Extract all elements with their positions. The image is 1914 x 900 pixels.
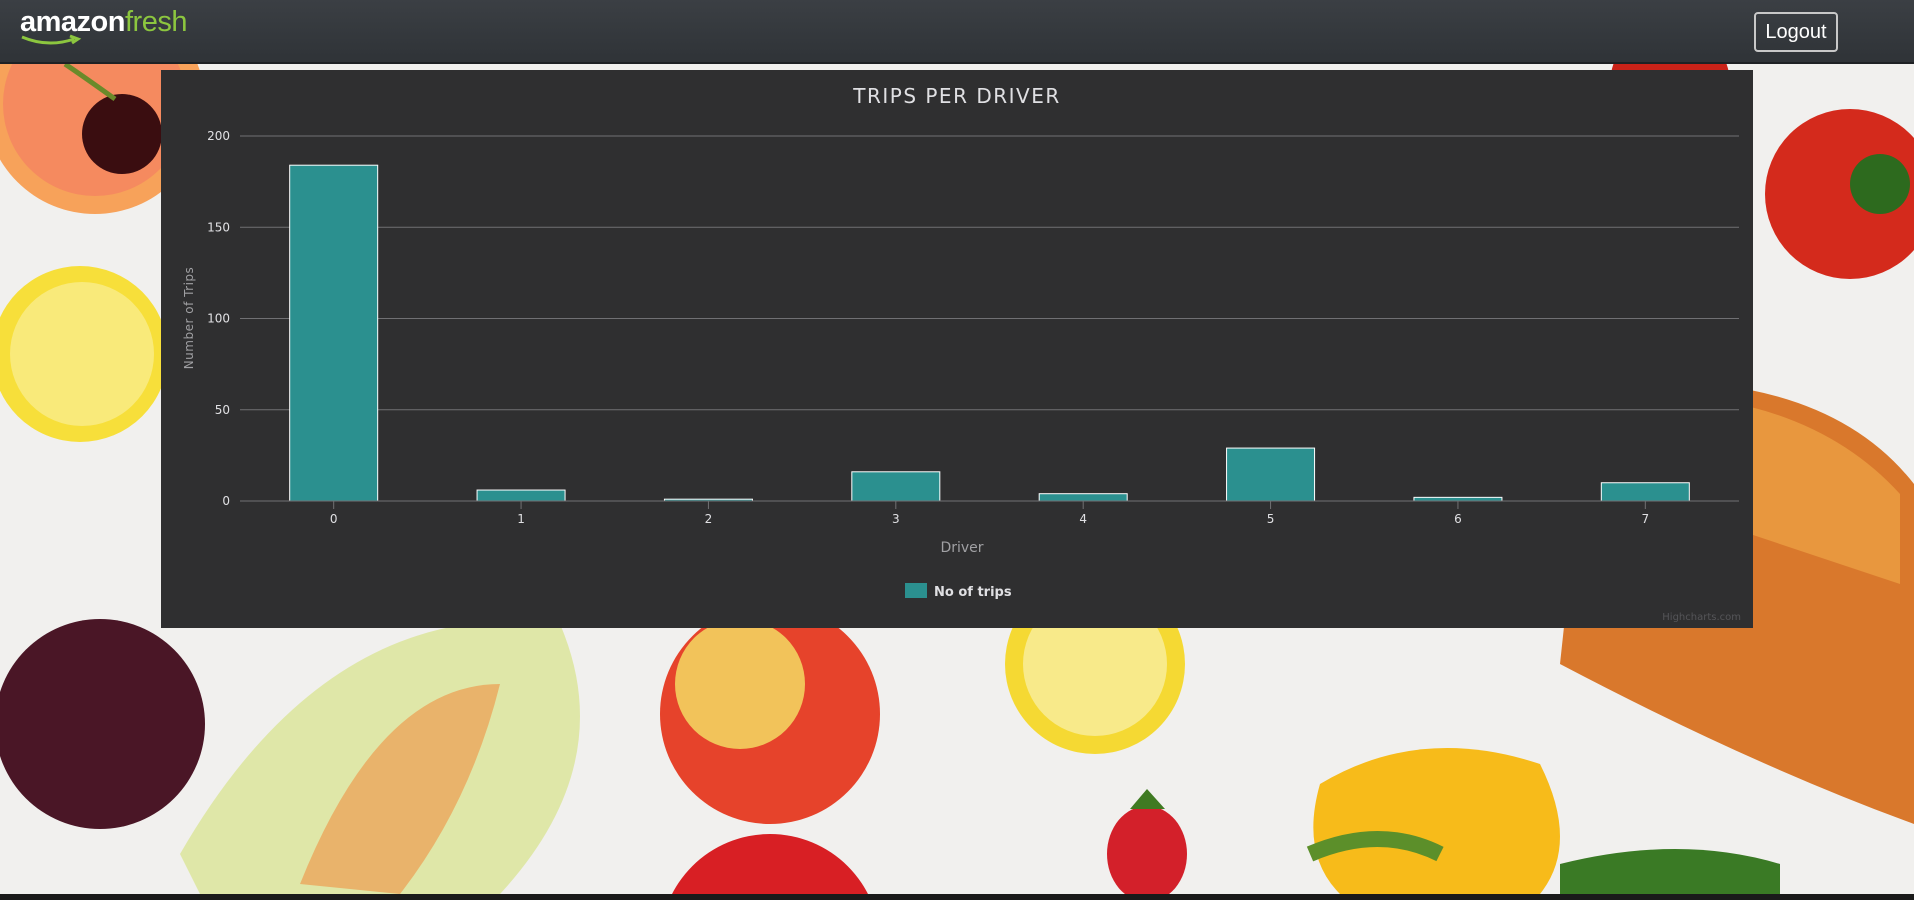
logout-button[interactable]: Logout — [1754, 12, 1838, 52]
bar-driver-0[interactable] — [289, 164, 379, 502]
bar-driver-5[interactable] — [1226, 447, 1316, 502]
x-axis-ticks: 0 1 2 3 4 5 6 7 — [240, 500, 1739, 526]
y-axis-label: Number of Trips — [182, 267, 196, 370]
x-tick-label: 4 — [1079, 512, 1087, 526]
chart-credit[interactable]: Highcharts.com — [1662, 612, 1741, 623]
y-tick-label: 200 — [207, 129, 230, 143]
logo-text-fresh: fresh — [124, 6, 187, 38]
x-tick-label: 0 — [330, 512, 338, 526]
logo-text-amazon: amazon — [20, 6, 125, 38]
bar-driver-7[interactable] — [1600, 482, 1690, 502]
y-axis-ticks: 0 50 100 150 200 — [207, 129, 230, 508]
amazon-smile-icon — [21, 34, 82, 45]
y-tick-label: 0 — [222, 494, 230, 508]
bar-driver-6[interactable] — [1413, 496, 1503, 502]
chart-svg: TRIPS PER DRIVER 0 50 100 150 200 0 1 2 3 4 5 6 7 N… — [182, 84, 1741, 623]
bars — [289, 164, 1690, 502]
chart-title: TRIPS PER DRIVER — [852, 84, 1061, 108]
amazonfresh-logo[interactable]: amazonfresh — [20, 6, 187, 50]
x-tick-label: 2 — [705, 512, 713, 526]
legend[interactable]: No of trips — [905, 583, 1012, 600]
x-tick-label: 1 — [517, 512, 525, 526]
y-tick-label: 50 — [215, 403, 230, 417]
x-tick-label: 7 — [1641, 512, 1649, 526]
trips-per-driver-chart: TRIPS PER DRIVER 0 50 100 150 200 0 1 2 3 4 5 6 7 N… — [161, 70, 1753, 628]
grid-lines — [240, 135, 1739, 502]
bar-driver-1[interactable] — [476, 489, 566, 502]
x-tick-label: 3 — [892, 512, 900, 526]
legend-label[interactable]: No of trips — [934, 585, 1012, 600]
x-tick-label: 6 — [1454, 512, 1462, 526]
y-tick-label: 150 — [207, 220, 230, 234]
bar-driver-3[interactable] — [851, 471, 941, 502]
bottom-border — [0, 894, 1914, 900]
bar-driver-4[interactable] — [1038, 493, 1128, 502]
x-tick-label: 5 — [1267, 512, 1275, 526]
legend-swatch — [905, 583, 927, 598]
top-navbar: amazonfresh Logout — [0, 0, 1914, 64]
y-tick-label: 100 — [207, 312, 230, 326]
x-axis-label: Driver — [940, 540, 983, 556]
